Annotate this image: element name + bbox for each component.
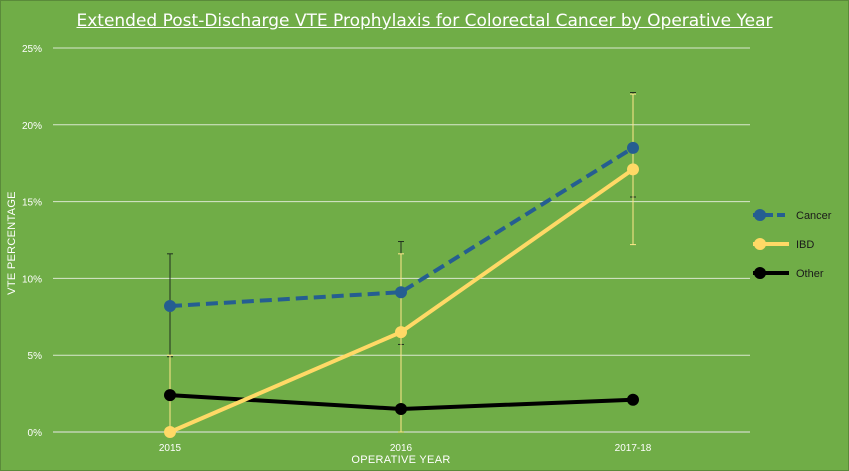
y-tick-label: 10% [22, 274, 42, 285]
data-point-ibd [164, 426, 176, 438]
y-axis-title: VTE PERCENTAGE [6, 191, 18, 295]
error-bars [167, 92, 636, 433]
legend: Cancer IBD Other [753, 209, 832, 280]
y-tick-label: 15% [22, 198, 42, 209]
data-point-ibd [395, 326, 407, 339]
x-tick-label: 2017-18 [615, 443, 652, 454]
x-axis-title: OPERATIVE YEAR [351, 454, 450, 466]
y-tick-label: 5% [28, 351, 43, 362]
x-tick-label: 2015 [159, 443, 182, 454]
series-points [164, 141, 639, 438]
data-point-other [627, 393, 639, 406]
chart-title: Extended Post-Discharge VTE Prophylaxis … [76, 11, 773, 31]
series-line-cancer [169, 146, 635, 309]
data-point-cancer [627, 141, 639, 154]
legend-marker-ibd [754, 238, 766, 250]
data-point-cancer [164, 300, 176, 313]
x-tick-label: 2016 [390, 443, 413, 454]
legend-marker-cancer [754, 209, 766, 221]
data-point-ibd [627, 163, 639, 176]
legend-marker-other [754, 267, 766, 279]
legend-label-cancer: Cancer [796, 210, 832, 222]
data-point-other [395, 402, 407, 415]
data-point-other [164, 389, 176, 402]
legend-label-ibd: IBD [796, 239, 814, 251]
y-tick-label: 20% [22, 121, 42, 132]
legend-label-other: Other [796, 268, 824, 280]
y-axis-ticks: 0% 5% 10% 15% 20% 25% [22, 44, 42, 439]
y-tick-label: 0% [28, 428, 43, 439]
y-tick-label: 25% [22, 44, 42, 55]
data-point-cancer [395, 286, 407, 299]
x-axis-ticks: 2015 2016 2017-18 [159, 443, 652, 454]
